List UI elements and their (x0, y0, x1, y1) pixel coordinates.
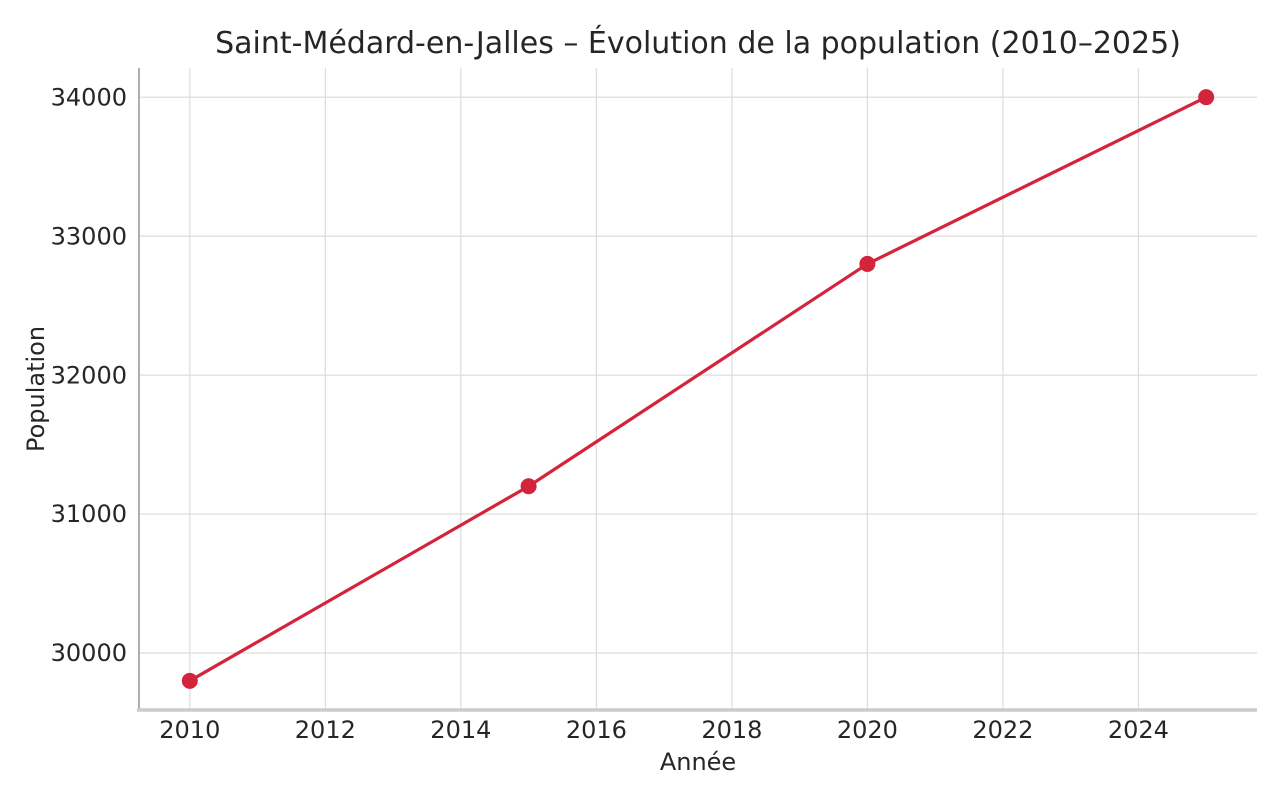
x-tick-label: 2010 (159, 716, 220, 744)
data-point (181, 672, 198, 689)
population-series-line (188, 95, 1208, 683)
x-axis-label: Année (659, 748, 737, 776)
x-tick-label: 2012 (295, 716, 356, 744)
x-tick-label: 2024 (1108, 716, 1169, 744)
data-point (1198, 89, 1215, 106)
x-tick-label: 2022 (972, 716, 1033, 744)
data-point (520, 478, 537, 495)
y-tick-label: 32000 (51, 361, 127, 389)
y-tick-label: 31000 (51, 500, 127, 528)
x-tick-label: 2020 (837, 716, 898, 744)
chart-title: Saint-Médard-en-Jalles – Évolution de la… (215, 26, 1181, 61)
tick-labels: 30000 31000 32000 33000 34000 2010 2012 2014 201… (51, 83, 1169, 744)
y-axis-label: Population (22, 325, 50, 453)
x-tick-label: 2016 (566, 716, 627, 744)
x-tick-label: 2018 (701, 716, 762, 744)
y-tick-label: 30000 (51, 639, 127, 667)
y-tick-label: 33000 (51, 222, 127, 250)
y-tick-label: 34000 (51, 83, 127, 111)
data-point-markers (181, 89, 1215, 689)
data-point (859, 255, 876, 272)
x-tick-label: 2014 (430, 716, 491, 744)
